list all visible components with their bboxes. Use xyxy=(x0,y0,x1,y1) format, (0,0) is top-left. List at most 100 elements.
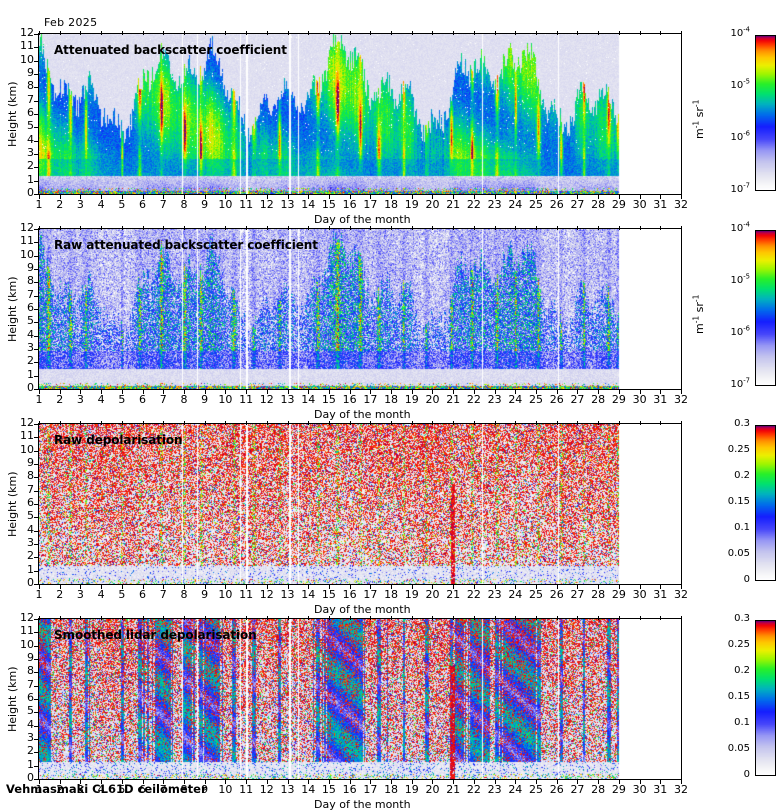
x-tick-mark-top xyxy=(515,421,516,425)
x-tick-mark-top xyxy=(101,31,102,35)
x-tick-mark xyxy=(80,780,81,784)
x-tick-mark xyxy=(308,390,309,394)
y-tick-mark xyxy=(34,686,39,687)
y-tick-label: 6 xyxy=(27,301,34,314)
x-tick-mark xyxy=(267,585,268,589)
x-tick-label: 10 xyxy=(218,588,233,601)
x-tick-mark-top xyxy=(184,616,185,620)
x-tick-mark-top xyxy=(557,31,558,35)
x-tick-label: 16 xyxy=(342,198,357,211)
x-tick-mark xyxy=(681,585,682,589)
x-tick-mark xyxy=(39,195,40,199)
x-tick-mark-top xyxy=(163,616,164,620)
x-tick-label: 22 xyxy=(466,198,481,211)
x-tick-mark xyxy=(515,195,516,199)
x-tick-label: 10 xyxy=(218,393,233,406)
colorbar-tick-label: 0.2 xyxy=(734,665,750,676)
colorbar-gradient-2 xyxy=(756,231,775,385)
x-tick-mark-top xyxy=(122,616,123,620)
x-tick-mark-top xyxy=(391,421,392,425)
y-tick-mark xyxy=(34,141,39,142)
x-axis-label-3: Day of the month xyxy=(314,603,411,616)
y-tick-mark xyxy=(34,181,39,182)
y-tick-mark xyxy=(34,712,39,713)
x-tick-mark-top xyxy=(474,616,475,620)
x-tick-label: 28 xyxy=(591,783,606,796)
x-tick-mark xyxy=(205,390,206,394)
x-tick-label: 20 xyxy=(425,783,440,796)
x-tick-label: 29 xyxy=(611,588,626,601)
y-tick-label: 10 xyxy=(20,247,34,261)
x-tick-label: 24 xyxy=(508,393,523,406)
x-tick-mark xyxy=(101,195,102,199)
y-tick-mark xyxy=(34,531,39,532)
x-tick-mark xyxy=(453,780,454,784)
x-tick-label: 17 xyxy=(363,393,378,406)
x-tick-label: 12 xyxy=(259,783,274,796)
x-tick-label: 22 xyxy=(466,783,481,796)
x-tick-mark xyxy=(619,585,620,589)
x-tick-mark xyxy=(619,390,620,394)
x-tick-mark-top xyxy=(288,616,289,620)
x-tick-label: 31 xyxy=(653,393,668,406)
x-tick-mark xyxy=(267,390,268,394)
x-tick-mark-top xyxy=(122,31,123,35)
x-tick-mark xyxy=(143,195,144,199)
x-tick-mark xyxy=(350,780,351,784)
y-tick-mark xyxy=(34,557,39,558)
x-tick-mark-top xyxy=(350,31,351,35)
x-tick-mark-top xyxy=(391,31,392,35)
y-tick-label: 6 xyxy=(27,106,34,119)
x-tick-mark xyxy=(143,780,144,784)
x-tick-mark xyxy=(80,390,81,394)
x-tick-mark-top xyxy=(432,226,433,230)
y-tick-mark xyxy=(34,752,39,753)
x-tick-mark-top xyxy=(370,226,371,230)
x-tick-label: 26 xyxy=(549,393,564,406)
x-tick-label: 21 xyxy=(446,393,461,406)
y-tick-label: 9 xyxy=(27,456,34,469)
x-tick-label: 27 xyxy=(570,198,585,211)
x-tick-label: 11 xyxy=(239,588,254,601)
x-tick-mark-top xyxy=(39,31,40,35)
x-tick-mark-top xyxy=(370,31,371,35)
y-tick-label: 9 xyxy=(27,66,34,79)
x-tick-label: 2 xyxy=(56,393,64,406)
x-tick-mark xyxy=(350,585,351,589)
x-tick-mark xyxy=(557,195,558,199)
x-tick-mark-top xyxy=(495,226,496,230)
y-tick-mark xyxy=(34,699,39,700)
x-tick-mark xyxy=(163,195,164,199)
x-tick-mark-top xyxy=(640,226,641,230)
y-tick-mark xyxy=(34,739,39,740)
x-tick-label: 6 xyxy=(139,588,147,601)
x-tick-mark-top xyxy=(350,616,351,620)
x-tick-mark xyxy=(453,585,454,589)
x-tick-label: 11 xyxy=(239,783,254,796)
x-tick-label: 16 xyxy=(342,588,357,601)
y-tick-label: 5 xyxy=(27,314,34,328)
x-tick-mark xyxy=(681,195,682,199)
x-tick-mark-top xyxy=(660,31,661,35)
x-tick-mark-top xyxy=(184,226,185,230)
y-tick-mark xyxy=(34,491,39,492)
x-tick-mark xyxy=(163,780,164,784)
x-tick-label: 11 xyxy=(239,198,254,211)
x-tick-mark xyxy=(681,780,682,784)
colorbar-tick-label: 10-6 xyxy=(730,324,750,338)
x-tick-mark xyxy=(536,195,537,199)
x-tick-mark xyxy=(412,195,413,199)
x-tick-label: 15 xyxy=(321,588,336,601)
x-tick-label: 3 xyxy=(76,198,84,211)
y-tick-mark xyxy=(34,726,39,727)
x-tick-label: 24 xyxy=(508,588,523,601)
x-tick-mark xyxy=(288,585,289,589)
y-tick-mark xyxy=(34,114,39,115)
x-tick-label: 30 xyxy=(632,393,647,406)
x-tick-mark xyxy=(329,585,330,589)
x-tick-mark-top xyxy=(432,31,433,35)
x-tick-mark-top xyxy=(536,421,537,425)
colorbar-tick-label: 0.1 xyxy=(734,717,750,728)
x-tick-mark xyxy=(122,780,123,784)
x-tick-mark xyxy=(577,195,578,199)
